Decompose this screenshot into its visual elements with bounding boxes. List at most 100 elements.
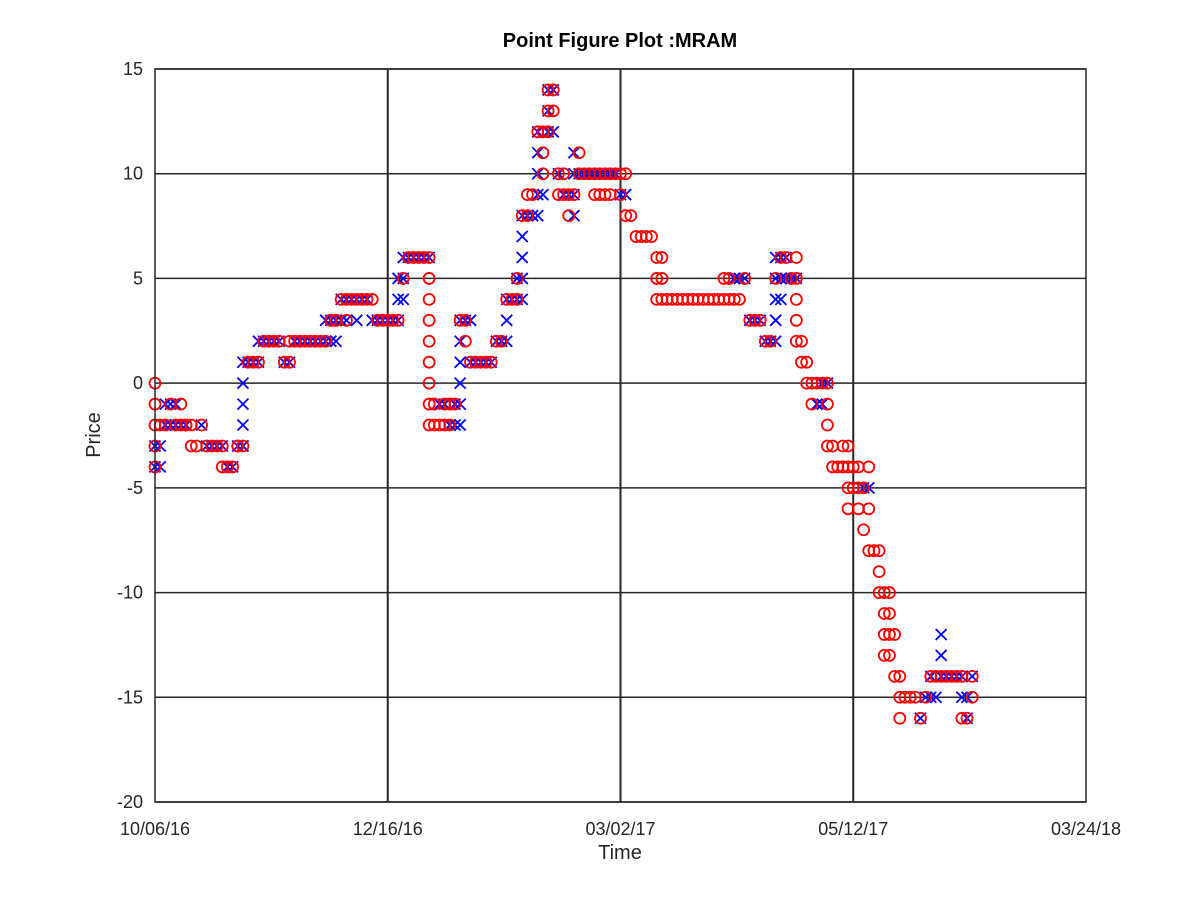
o-marker: [619, 209, 633, 223]
o-marker: [557, 167, 571, 181]
o-marker: [495, 334, 508, 348]
o-marker: [277, 355, 291, 369]
x-tick-label: 05/12/17: [818, 819, 888, 839]
o-marker: [562, 209, 576, 223]
o-marker: [650, 251, 664, 264]
o-marker: [717, 272, 731, 285]
o-marker: [443, 397, 457, 411]
o-marker: [422, 251, 436, 264]
y-tick-label: -15: [117, 687, 143, 707]
o-marker: [396, 272, 410, 285]
y-tick-label: -10: [117, 583, 143, 603]
x-marker: [929, 691, 943, 704]
o-marker: [195, 418, 208, 432]
o-marker: [458, 313, 472, 327]
o-marker: [489, 334, 503, 348]
o-marker: [722, 272, 736, 285]
o-marker: [888, 669, 902, 683]
o-marker: [883, 628, 896, 641]
o-marker: [179, 418, 193, 432]
o-marker: [919, 690, 933, 704]
o-marker: [422, 334, 436, 348]
o-marker: [536, 125, 550, 139]
x-tick-label: 03/02/17: [585, 819, 655, 839]
x-axis-label: Time: [598, 842, 642, 864]
o-marker: [324, 313, 338, 327]
y-tick-label: 0: [133, 373, 143, 393]
o-marker: [536, 146, 550, 160]
o-marker: [877, 649, 891, 662]
o-marker: [541, 83, 555, 97]
x-marker: [769, 293, 782, 306]
x-marker: [454, 377, 467, 390]
x-marker: [935, 649, 948, 662]
o-marker: [883, 649, 896, 662]
o-marker: [872, 565, 886, 579]
chart-title: Point Figure Plot :MRAM: [503, 30, 737, 52]
x-marker: [935, 628, 948, 641]
o-marker: [438, 418, 452, 432]
o-marker: [789, 292, 803, 306]
o-marker: [748, 313, 762, 327]
o-marker: [815, 376, 829, 390]
o-marker: [877, 586, 891, 599]
x-marker: [536, 188, 550, 201]
o-marker: [417, 251, 431, 264]
y-axis-label: Price: [83, 412, 105, 458]
o-marker: [965, 690, 979, 704]
o-marker: [857, 523, 870, 537]
o-marker: [789, 313, 803, 327]
o-marker: [422, 355, 436, 369]
o-marker: [867, 544, 881, 558]
x-tick-label: 12/16/16: [353, 819, 423, 839]
o-marker: [226, 460, 239, 474]
o-marker: [950, 669, 964, 683]
x-marker: [531, 209, 544, 222]
o-marker: [521, 188, 534, 202]
o-marker: [624, 209, 638, 223]
o-marker: [546, 104, 560, 118]
x-marker: [769, 314, 782, 327]
o-marker: [283, 355, 296, 369]
o-marker: [655, 251, 669, 264]
o-marker: [572, 146, 586, 160]
o-marker: [515, 209, 529, 223]
y-tick-label: 10: [123, 164, 143, 184]
x-marker: [516, 230, 529, 243]
o-marker: [836, 460, 850, 474]
y-tick-label: -5: [127, 478, 143, 498]
o-marker: [738, 272, 752, 285]
x-marker: [236, 418, 250, 432]
y-tick-label: 5: [133, 268, 143, 288]
o-marker: [221, 460, 234, 474]
o-marker: [655, 272, 669, 285]
o-marker: [639, 230, 653, 243]
o-marker: [789, 272, 803, 285]
x-marker: [454, 418, 467, 432]
o-marker: [443, 418, 457, 432]
o-marker: [184, 439, 198, 453]
o-marker: [820, 418, 834, 432]
o-marker: [727, 292, 741, 306]
o-marker: [805, 397, 819, 411]
o-marker: [955, 711, 969, 725]
x-tick-label: 03/24/18: [1051, 819, 1121, 839]
o-marker: [246, 355, 260, 369]
plot-border: [154, 68, 1087, 803]
o-marker: [841, 439, 855, 453]
o-marker: [883, 607, 896, 620]
o-marker: [764, 334, 777, 348]
o-marker: [552, 167, 565, 181]
o-marker: [365, 292, 379, 306]
o-marker: [862, 544, 876, 558]
o-marker: [841, 460, 855, 474]
o-marker: [753, 313, 767, 327]
o-marker: [458, 334, 472, 348]
o-marker: [231, 439, 245, 453]
o-marker: [521, 209, 534, 223]
o-marker: [541, 104, 555, 118]
o-marker: [852, 481, 865, 495]
o-marker: [562, 188, 576, 202]
o-marker: [784, 272, 798, 285]
